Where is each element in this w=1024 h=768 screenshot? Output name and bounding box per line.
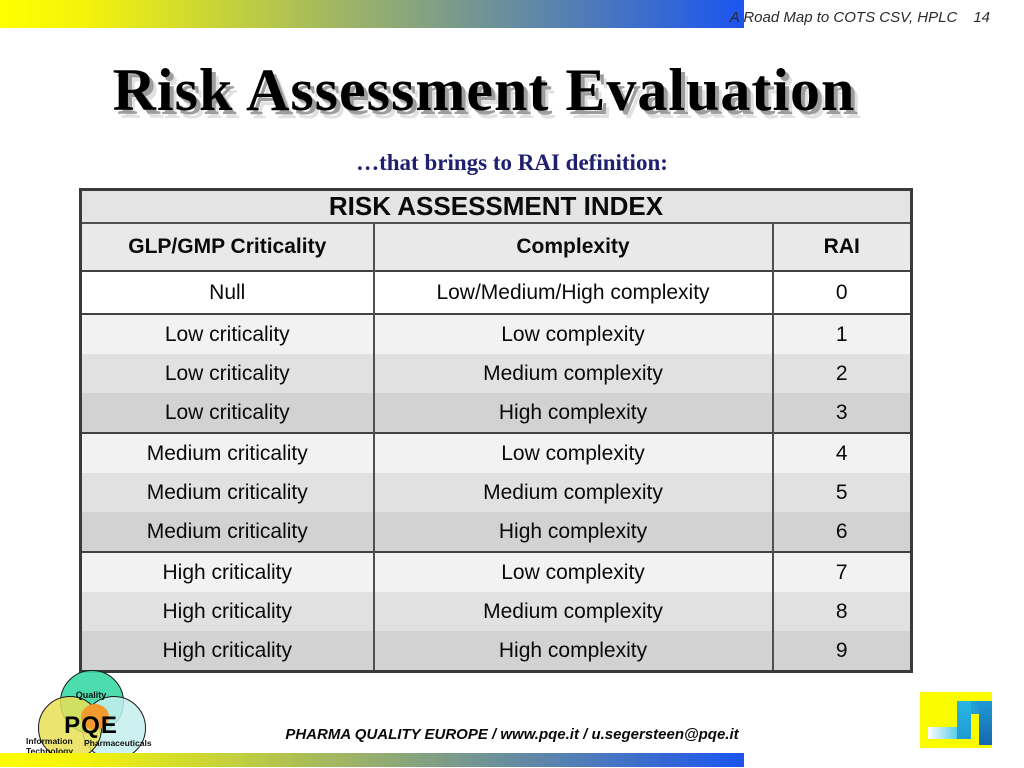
cell-complexity: Low complexity [372,432,773,473]
page-number: 14 [973,9,990,26]
table-caption: RISK ASSESSMENT INDEX [80,189,912,223]
column-header-criticality: GLP/GMP Criticality [80,222,374,271]
cell-criticality: Low criticality [80,313,374,354]
table-row: Low criticality Low complexity 1 [80,313,912,354]
table-row: High criticality High complexity 9 [80,631,912,672]
cell-complexity: Medium complexity [372,473,773,512]
cell-rai: 2 [771,354,912,393]
cell-rai: 6 [771,512,912,552]
table-row: High criticality Medium complexity 8 [80,592,912,631]
cell-complexity: Medium complexity [372,592,773,631]
column-header-rai: RAI [771,222,912,271]
table-row: Low criticality High complexity 3 [80,393,912,433]
cell-complexity: Low complexity [372,313,773,354]
cell-criticality: Null [80,270,374,314]
table-row: Medium criticality Medium complexity 5 [80,473,912,512]
cell-criticality: High criticality [80,631,374,672]
column-header-complexity: Complexity [372,222,773,271]
cell-criticality: Medium criticality [80,473,374,512]
table-row: High criticality Low complexity 7 [80,551,912,592]
cell-rai: 0 [771,270,912,314]
risk-assessment-index-table: RISK ASSESSMENT INDEX GLP/GMP Criticalit… [79,188,914,673]
slide-subtitle: …that brings to RAI definition: [356,150,668,175]
table-row: Medium criticality High complexity 6 [80,512,912,552]
venn-center-overlap [81,704,109,730]
cell-rai: 5 [771,473,912,512]
cell-criticality: Low criticality [80,354,374,393]
cell-complexity: High complexity [372,393,773,433]
cell-rai: 3 [771,393,912,433]
cell-complexity: Low/Medium/High complexity [372,270,773,314]
corner-brand-icon [920,692,992,748]
slide-title: Risk Assessment Evaluation [112,57,856,123]
pharmaceuticals-label: Pharmaceuticals [84,738,152,748]
slide-ref-title: A Road Map to COTS CSV, HPLC [729,9,958,26]
table-row: Null Low/Medium/High complexity 0 [80,270,912,314]
footer-contact: PHARMA QUALITY EUROPE / www.pqe.it / u.s… [285,726,739,743]
cell-criticality: Low criticality [80,393,374,433]
quality-label: Quality [75,690,107,700]
pqe-logo-text: PQE [64,712,118,739]
cell-rai: 8 [771,592,912,631]
table-row: Low criticality Medium complexity 2 [80,354,912,393]
pqe-venn-logo: Quality Information Technology Pharmaceu… [26,666,191,766]
table-row: Medium criticality Low complexity 4 [80,432,912,473]
cell-rai: 4 [771,432,912,473]
cell-rai: 7 [771,551,912,592]
cell-rai: 1 [771,313,912,354]
cell-criticality: Medium criticality [80,512,374,552]
cell-complexity: Low complexity [372,551,773,592]
cell-complexity: Medium complexity [372,354,773,393]
cell-complexity: High complexity [372,512,773,552]
corner-logo-bar-shape [928,727,960,739]
corner-logo-arch-right-shape [979,701,992,745]
table-header-row: GLP/GMP Criticality Complexity RAI [80,222,912,271]
cell-rai: 9 [771,631,912,672]
slide-reference: A Road Map to COTS CSV, HPLC 14 [730,9,990,26]
cell-criticality: High criticality [80,551,374,592]
cell-criticality: Medium criticality [80,432,374,473]
cell-criticality: High criticality [80,592,374,631]
cell-complexity: High complexity [372,631,773,672]
top-gradient-bar [0,0,744,28]
corner-logo-arch-left-shape [957,701,971,739]
table-caption-row: RISK ASSESSMENT INDEX [80,189,912,223]
bottom-gradient-bar [0,753,744,767]
information-technology-label: Information Technology [26,736,74,756]
